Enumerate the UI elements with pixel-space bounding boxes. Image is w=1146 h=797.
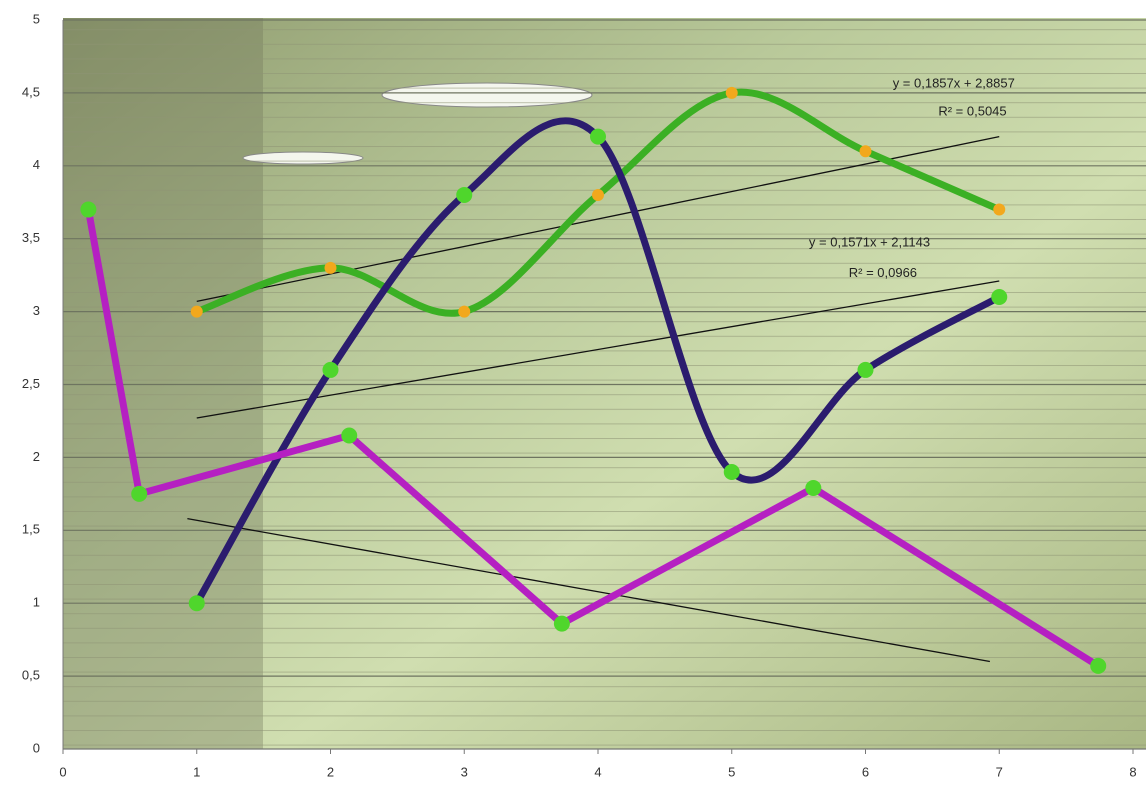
- marker: [80, 201, 97, 218]
- y-tick-label: 3: [33, 303, 40, 318]
- x-tick-label: 6: [862, 764, 869, 779]
- y-tick-label: 0,5: [22, 668, 40, 683]
- marker: [458, 305, 471, 318]
- trendline: [196, 136, 1000, 303]
- x-tick-label: 1: [193, 764, 200, 779]
- marker: [322, 361, 339, 378]
- annotation: y = 0,1857x + 2,8857: [893, 76, 1015, 91]
- marker: [993, 203, 1006, 216]
- marker: [857, 361, 874, 378]
- marker: [991, 289, 1008, 306]
- y-tick-label: 2,5: [22, 376, 40, 391]
- marker: [592, 188, 604, 201]
- y-tick-label: 1: [33, 595, 40, 610]
- y-tick-label: 3,5: [22, 230, 40, 245]
- x-tick-label: 3: [461, 764, 468, 779]
- x-tick-label: 5: [728, 764, 735, 779]
- marker: [590, 128, 606, 145]
- marker: [456, 186, 473, 203]
- marker: [188, 595, 205, 612]
- trendline: [196, 280, 1000, 419]
- plot: 0 0,5 1 1,5 2 2,5 3 3,5 4 4,5 5 0 1 2 3 4 5 6 7 8 y = 0,1857…: [22, 11, 1146, 779]
- x-tick-label: 8: [1129, 764, 1136, 779]
- trendline: [187, 517, 991, 663]
- marker: [1090, 657, 1107, 674]
- series-line: [84, 206, 1102, 670]
- annotation: y = 0,1571x + 2,1143: [809, 235, 930, 250]
- x-tick-label: 0: [59, 764, 66, 779]
- annotation: R² = 0,0966: [849, 265, 917, 280]
- marker: [723, 463, 740, 480]
- y-tick-label: 5: [33, 11, 40, 26]
- marker: [341, 427, 358, 444]
- y-tick-label: 1,5: [22, 522, 40, 537]
- marker: [859, 145, 872, 158]
- x-tick-label: 4: [594, 764, 601, 779]
- marker: [190, 305, 203, 318]
- x-tick-label: 2: [327, 764, 334, 779]
- marker: [553, 615, 570, 632]
- y-tick-label: 0: [33, 740, 40, 755]
- annotation: R² = 0,5045: [938, 103, 1006, 118]
- marker: [131, 485, 148, 502]
- y-tick-label: 4: [33, 157, 40, 172]
- y-tick-label: 2: [33, 449, 40, 464]
- x-tick-label: 7: [996, 764, 1003, 779]
- marker: [805, 480, 822, 497]
- plot-background: [63, 18, 1146, 749]
- y-tick-label: 4,5: [22, 84, 40, 99]
- marker: [324, 261, 337, 274]
- marker: [725, 86, 738, 99]
